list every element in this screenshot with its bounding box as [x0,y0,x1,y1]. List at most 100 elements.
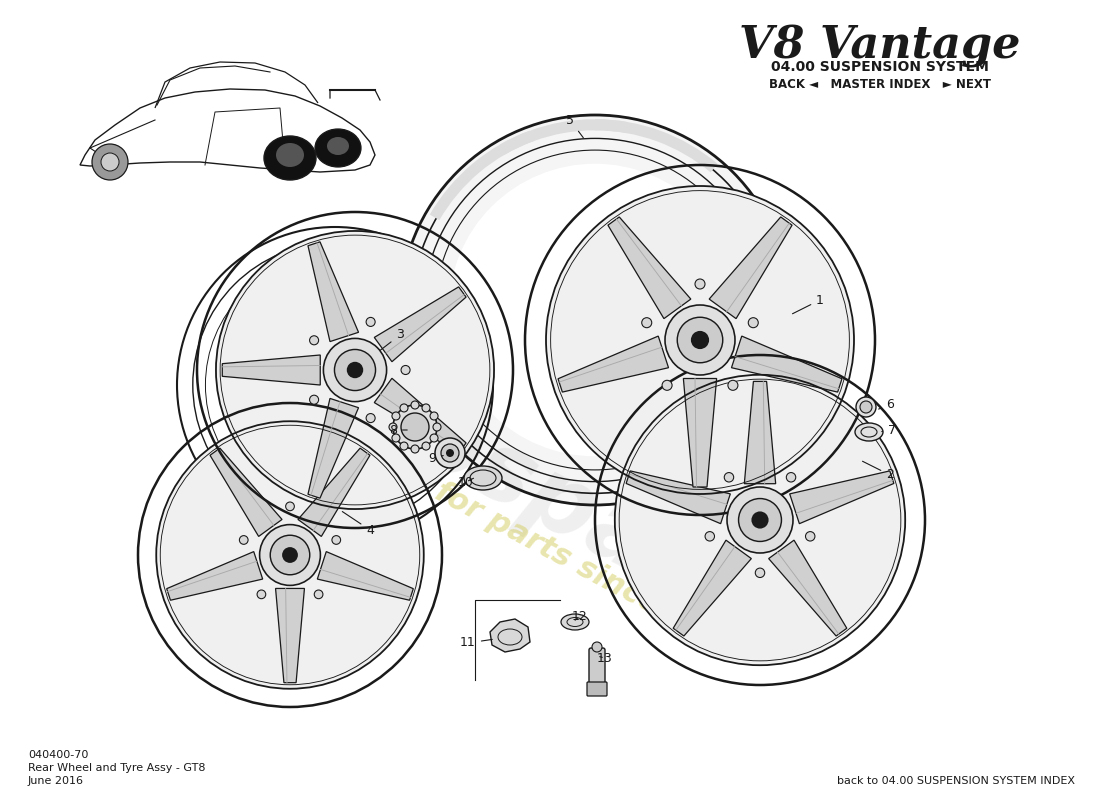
Text: 7: 7 [882,423,896,437]
Circle shape [334,350,375,390]
Text: 1: 1 [792,294,824,314]
Circle shape [592,642,602,652]
Circle shape [411,401,419,409]
Circle shape [400,404,408,412]
Polygon shape [374,287,466,362]
Text: 3: 3 [381,329,404,350]
Polygon shape [298,448,370,537]
Circle shape [691,331,710,349]
Circle shape [101,153,119,171]
Circle shape [92,144,128,180]
Circle shape [400,442,408,450]
Circle shape [286,502,295,510]
Ellipse shape [276,143,304,167]
Circle shape [422,404,430,412]
Text: 2: 2 [862,462,894,482]
Circle shape [430,434,438,442]
Text: 4: 4 [342,511,374,537]
Circle shape [156,422,424,689]
Circle shape [615,374,905,666]
Circle shape [366,318,375,326]
Circle shape [392,434,400,442]
Ellipse shape [315,129,361,167]
Circle shape [411,445,419,453]
Polygon shape [626,471,730,524]
Polygon shape [673,540,751,636]
Circle shape [332,536,341,544]
Circle shape [705,531,715,541]
Ellipse shape [464,466,502,490]
Circle shape [392,412,400,420]
Circle shape [402,366,410,374]
Circle shape [216,231,494,509]
Polygon shape [710,217,792,318]
Text: 10: 10 [458,475,474,489]
Circle shape [449,164,741,456]
Polygon shape [222,355,320,385]
Polygon shape [276,589,305,682]
Circle shape [271,535,310,574]
Polygon shape [558,336,669,392]
Circle shape [433,423,441,431]
Circle shape [727,487,793,553]
Text: 6: 6 [879,398,894,411]
Text: 5: 5 [566,114,583,138]
Text: back to 04.00 SUSPENSION SYSTEM INDEX: back to 04.00 SUSPENSION SYSTEM INDEX [837,776,1075,786]
Text: 04.00 SUSPENSION SYSTEM: 04.00 SUSPENSION SYSTEM [771,60,989,74]
Ellipse shape [327,137,349,155]
Polygon shape [210,448,282,537]
Polygon shape [308,398,359,498]
Circle shape [430,412,438,420]
Polygon shape [490,619,530,652]
Polygon shape [790,471,894,524]
Ellipse shape [264,136,316,180]
Circle shape [446,449,454,457]
Text: 11: 11 [460,637,493,650]
Circle shape [695,279,705,289]
Text: a place for parts since 1985: a place for parts since 1985 [311,414,748,666]
Text: 13: 13 [597,651,613,665]
Polygon shape [308,242,359,342]
Text: V8 Vantage: V8 Vantage [739,25,1021,68]
Circle shape [786,473,795,482]
Polygon shape [745,382,776,484]
Text: Rear Wheel and Tyre Assy - GT8: Rear Wheel and Tyre Assy - GT8 [28,763,206,773]
Circle shape [546,186,854,494]
Text: 9: 9 [428,451,443,465]
Circle shape [860,401,872,413]
Polygon shape [608,217,691,318]
Ellipse shape [855,423,883,441]
Circle shape [346,362,363,378]
Text: 12: 12 [572,610,587,622]
Circle shape [756,568,764,578]
Ellipse shape [561,614,588,630]
Circle shape [257,590,266,598]
Polygon shape [683,378,716,487]
Text: BACK ◄   MASTER INDEX   ► NEXT: BACK ◄ MASTER INDEX ► NEXT [769,78,991,91]
Polygon shape [317,552,414,600]
Circle shape [389,423,397,431]
Circle shape [240,536,249,544]
FancyBboxPatch shape [588,648,605,694]
Circle shape [728,380,738,390]
Polygon shape [374,378,466,453]
Circle shape [309,395,319,404]
Circle shape [641,318,651,328]
Circle shape [434,438,465,468]
Circle shape [282,547,298,563]
Circle shape [422,442,430,450]
Circle shape [751,511,769,529]
Circle shape [678,318,723,362]
Circle shape [748,318,758,328]
Circle shape [402,413,429,441]
Circle shape [856,397,876,417]
Circle shape [666,305,735,375]
FancyBboxPatch shape [587,682,607,696]
Circle shape [662,380,672,390]
Polygon shape [732,336,842,392]
Circle shape [738,498,781,542]
Circle shape [309,336,319,345]
Text: eurospares: eurospares [236,305,824,675]
Text: June 2016: June 2016 [28,776,84,786]
Circle shape [393,405,437,449]
